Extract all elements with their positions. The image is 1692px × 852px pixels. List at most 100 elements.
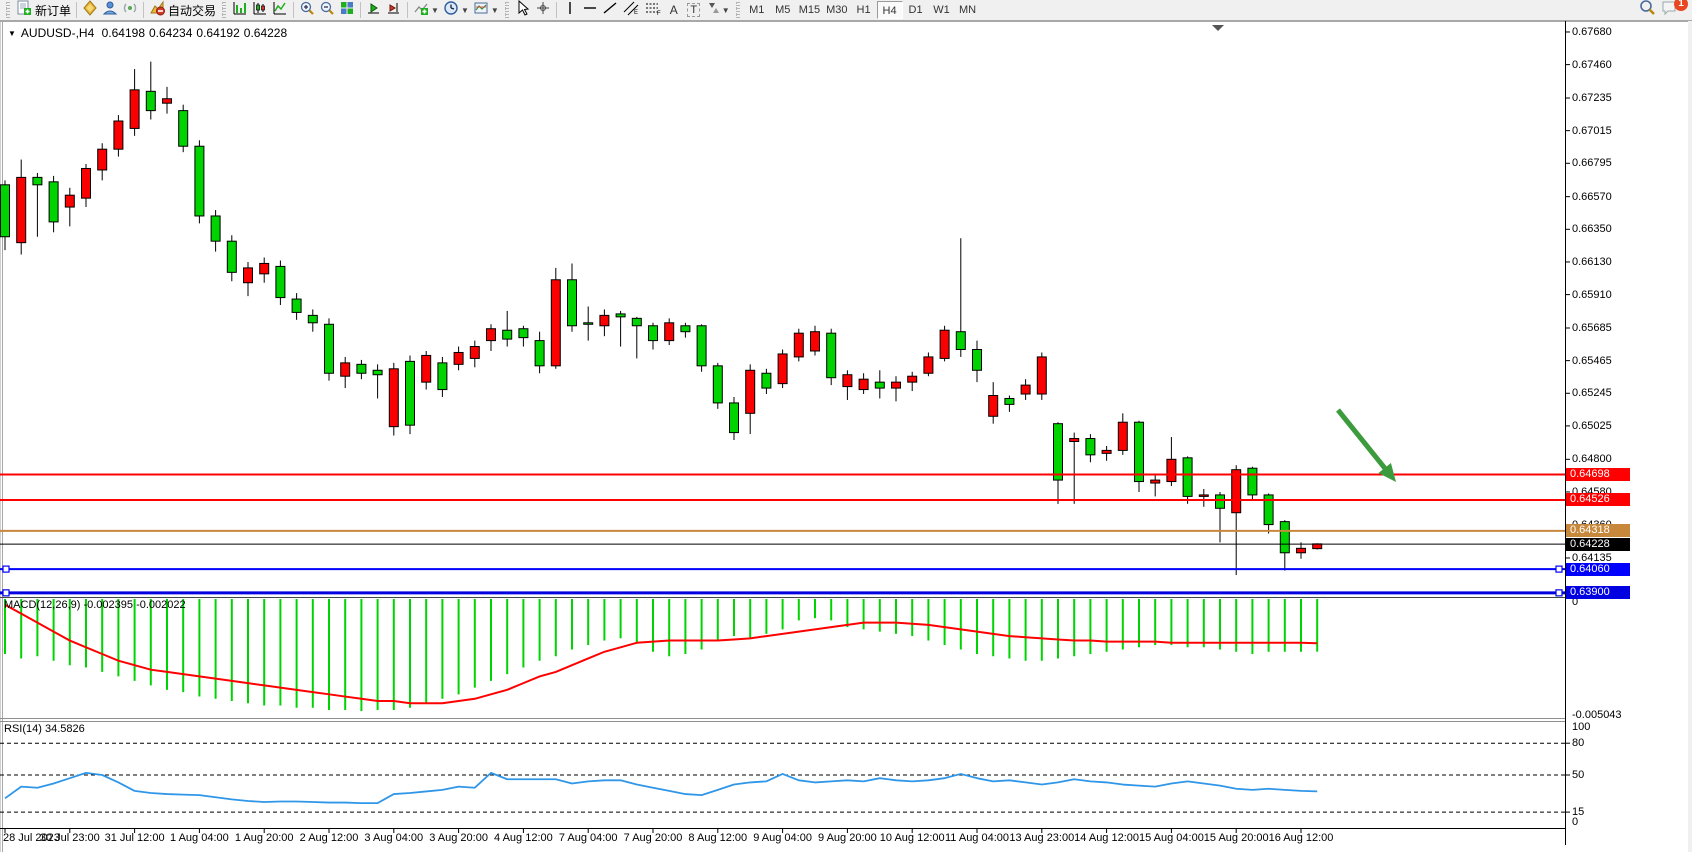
line-handle[interactable] <box>1555 589 1563 597</box>
text-label-icon: T <box>687 3 701 17</box>
candlestick <box>858 378 869 391</box>
auto-scroll-icon <box>366 0 382 21</box>
auto-scroll-button[interactable] <box>364 1 384 20</box>
candlestick <box>194 145 205 217</box>
timeframe-m15[interactable]: M15 <box>798 4 821 16</box>
tile-windows-button[interactable] <box>337 1 357 20</box>
chevron-down-icon: ▼ <box>431 5 439 15</box>
cursor-icon <box>515 0 531 21</box>
candlestick <box>988 395 999 417</box>
toolbar-gripper[interactable] <box>504 2 509 18</box>
timeframe-mn[interactable]: MN <box>958 4 977 16</box>
candlestick <box>178 110 189 147</box>
arrow-object[interactable] <box>1336 408 1391 475</box>
candlestick <box>48 181 59 223</box>
candlestick <box>567 279 577 327</box>
seal-button[interactable] <box>80 0 100 20</box>
candlestick <box>631 317 642 327</box>
timeframe-h1[interactable]: H1 <box>856 4 871 16</box>
candlestick <box>1036 356 1047 395</box>
chart-shift-icon <box>386 0 402 21</box>
equidistant-channel-icon: E <box>622 0 640 21</box>
crosshair-button[interactable] <box>533 1 553 20</box>
line-handle[interactable] <box>2 589 10 597</box>
zoom-in-icon <box>299 0 315 21</box>
new-order-label: 新订单 <box>35 3 72 18</box>
timeframe-h4[interactable]: H4 <box>876 1 903 19</box>
zoom-in-button[interactable] <box>297 1 317 20</box>
rsi-line <box>4 771 1318 804</box>
timeframe-m30[interactable]: M30 <box>826 4 848 16</box>
signal-button[interactable] <box>120 1 140 20</box>
svg-text:E: E <box>634 10 638 16</box>
candlestick <box>842 374 853 388</box>
timeframe-w1[interactable]: W1 <box>933 4 950 16</box>
text-label-button[interactable]: T <box>684 1 704 20</box>
text-button[interactable]: A <box>664 1 684 20</box>
templates-button[interactable]: ▼ <box>471 1 501 20</box>
chart-shift-marker[interactable] <box>1212 25 1224 31</box>
candlestick-chart-button[interactable] <box>250 1 270 20</box>
periods-button[interactable]: ▼ <box>441 0 471 20</box>
chevron-down-icon: ▼ <box>721 5 730 15</box>
candlestick <box>1101 449 1112 454</box>
candlestick <box>939 329 950 359</box>
horizontal-line-button[interactable] <box>580 1 600 20</box>
candlestick <box>534 340 545 367</box>
bar-chart-button[interactable] <box>230 1 250 20</box>
line-handle[interactable] <box>2 565 10 573</box>
auto-trading-button[interactable]: 自动交易 <box>147 0 218 20</box>
candlestick <box>1296 547 1306 554</box>
candlestick <box>1069 438 1080 442</box>
candlestick <box>550 279 561 367</box>
search-button[interactable] <box>1636 0 1658 22</box>
candlestick <box>972 349 982 371</box>
candlestick <box>32 176 43 186</box>
candlestick <box>421 354 432 383</box>
candlestick <box>729 402 739 434</box>
zoom-out-button[interactable] <box>317 1 337 20</box>
timeframe-d1[interactable]: D1 <box>908 4 923 16</box>
indicators-button[interactable]: ▼ <box>411 1 441 20</box>
arrows-button[interactable]: ▼ <box>704 1 732 20</box>
template-icon <box>473 0 489 21</box>
candlestick <box>793 332 804 358</box>
indicators-icon <box>413 0 429 21</box>
candlestick <box>275 265 286 299</box>
chart-shift-button[interactable] <box>384 1 404 20</box>
horizontal-line-icon <box>582 0 598 21</box>
search-icon <box>1638 0 1656 22</box>
toolbar-gripper[interactable] <box>222 2 227 18</box>
candlestick <box>340 362 351 377</box>
bar-chart-icon <box>232 0 248 21</box>
line-handle[interactable] <box>1555 565 1563 573</box>
trendline-button[interactable] <box>600 1 620 20</box>
line-chart-button[interactable] <box>270 1 290 20</box>
profile-button[interactable] <box>100 1 120 20</box>
arrow-head[interactable] <box>1378 462 1396 482</box>
new-order-icon <box>16 0 32 21</box>
svg-text:F: F <box>657 11 661 16</box>
chat-button[interactable]: 1 <box>1658 0 1688 20</box>
cursor-button[interactable] <box>513 0 533 21</box>
candlestick <box>826 332 837 379</box>
toolbar-gripper[interactable] <box>735 2 740 18</box>
toolbar-gripper[interactable] <box>6 2 10 18</box>
candlestick <box>210 215 221 242</box>
timeframe-m1[interactable]: M1 <box>749 4 765 16</box>
candlestick <box>129 89 140 129</box>
equidistant-channel-button[interactable]: E <box>620 1 642 20</box>
candlestick <box>145 90 156 112</box>
timeframe-m5[interactable]: M5 <box>775 4 791 16</box>
vertical-line-button[interactable] <box>560 1 580 20</box>
new-order-button[interactable]: 新订单 <box>14 0 73 21</box>
fibonacci-button[interactable]: F <box>642 1 664 20</box>
candlestick <box>615 313 626 318</box>
candlestick <box>226 240 237 273</box>
tile-windows-icon <box>339 0 355 21</box>
text-icon: A <box>669 3 678 17</box>
signal-icon <box>122 0 138 21</box>
toolbar: 新订单 自动交易 ▼ ▼ ▼ E F A <box>0 0 1692 21</box>
notification-badge: 1 <box>1674 0 1688 11</box>
